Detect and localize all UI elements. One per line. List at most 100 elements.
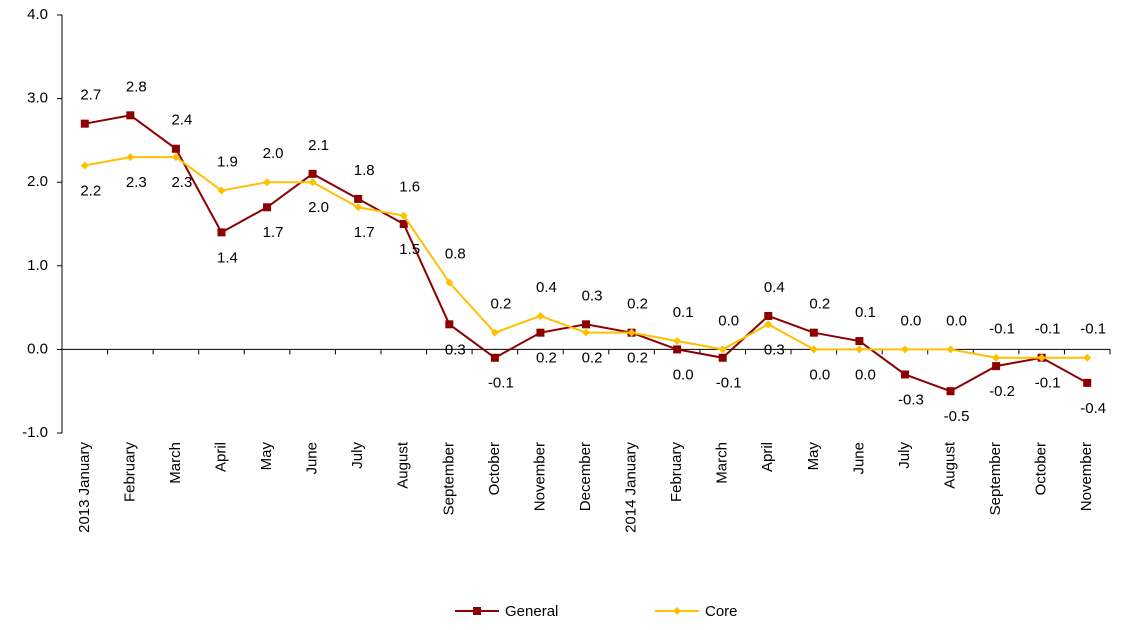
marker: [673, 337, 682, 346]
x-tick-label: May: [258, 442, 275, 471]
marker: [992, 353, 1001, 362]
data-label: 2.7: [80, 87, 101, 104]
legend-marker: [673, 607, 681, 615]
marker: [718, 353, 727, 362]
data-label: 0.3: [445, 341, 466, 358]
x-tick-label: February: [668, 442, 685, 503]
x-tick-label: March: [167, 442, 184, 484]
legend-label: General: [505, 603, 558, 620]
marker: [946, 345, 955, 354]
marker: [490, 328, 499, 337]
data-label: 1.4: [217, 249, 238, 266]
data-label: 0.0: [718, 312, 739, 329]
x-tick-label: July: [896, 442, 913, 469]
data-label: 2.1: [308, 137, 329, 154]
data-label: 0.2: [809, 296, 830, 313]
x-tick-label: March: [714, 442, 731, 484]
data-label: 0.3: [582, 287, 603, 304]
marker: [217, 186, 226, 195]
marker: [263, 203, 272, 212]
marker: [354, 203, 363, 212]
data-label: 0.0: [901, 312, 922, 329]
x-tick-label: August: [395, 441, 412, 489]
marker: [308, 169, 317, 178]
data-label: 0.2: [582, 350, 603, 367]
data-label: 2.3: [126, 174, 147, 191]
marker: [627, 328, 636, 337]
x-tick-label: August: [941, 441, 958, 489]
marker: [946, 387, 955, 396]
y-tick-label: -1.0: [22, 424, 48, 441]
data-label: 0.0: [855, 366, 876, 383]
marker: [536, 328, 545, 337]
data-label: -0.1: [1035, 321, 1061, 338]
marker: [1083, 378, 1092, 387]
data-label: -0.1: [989, 321, 1015, 338]
data-label: 0.4: [536, 279, 557, 296]
data-label: 1.9: [217, 154, 238, 171]
x-tick-label: April: [759, 442, 776, 472]
data-label: 2.4: [171, 112, 192, 129]
marker: [536, 311, 545, 320]
y-tick-label: 2.0: [27, 173, 48, 190]
x-tick-label: 2014 January: [623, 442, 640, 533]
data-label: 0.2: [490, 296, 511, 313]
x-tick-label: May: [805, 442, 822, 471]
data-label: 2.2: [80, 182, 101, 199]
x-tick-label: April: [212, 442, 229, 472]
data-label: 0.2: [536, 350, 557, 367]
x-tick-label: September: [440, 442, 457, 515]
marker: [354, 194, 363, 203]
data-label: 0.1: [855, 304, 876, 321]
marker: [992, 362, 1001, 371]
data-label: -0.3: [898, 391, 924, 408]
data-label: -0.1: [1035, 375, 1061, 392]
data-label: -0.1: [488, 375, 514, 392]
marker: [673, 345, 682, 354]
x-tick-label: July: [349, 442, 366, 469]
marker: [399, 211, 408, 220]
data-label: 2.8: [126, 78, 147, 95]
data-label: 0.0: [673, 366, 694, 383]
y-tick-label: 4.0: [27, 6, 48, 23]
data-label: 1.5: [399, 241, 420, 258]
y-tick-label: 0.0: [27, 340, 48, 357]
data-label: 0.8: [445, 245, 466, 262]
x-tick-label: October: [486, 442, 503, 495]
marker: [80, 119, 89, 128]
x-tick-label: December: [577, 442, 594, 511]
data-label: -0.1: [716, 375, 742, 392]
data-label: -0.2: [989, 383, 1015, 400]
y-tick-label: 3.0: [27, 90, 48, 107]
x-tick-label: June: [850, 442, 867, 475]
marker: [217, 228, 226, 237]
legend-label: Core: [705, 603, 738, 620]
y-tick-label: 1.0: [27, 257, 48, 274]
marker: [764, 320, 773, 329]
data-label: 2.0: [263, 145, 284, 162]
marker: [582, 320, 590, 329]
marker: [718, 345, 727, 354]
x-tick-label: November: [1078, 442, 1095, 511]
marker: [764, 311, 773, 320]
marker: [809, 345, 818, 354]
data-label: 1.7: [263, 224, 284, 241]
data-label: -0.1: [1080, 321, 1106, 338]
data-label: -0.4: [1080, 400, 1106, 417]
marker: [126, 111, 135, 120]
marker: [399, 220, 408, 228]
data-label: 0.4: [764, 279, 785, 296]
marker: [900, 345, 909, 354]
marker: [855, 345, 864, 354]
data-label: 0.2: [627, 350, 648, 367]
data-label: 2.3: [171, 174, 192, 191]
data-label: 0.3: [764, 341, 785, 358]
data-label: 1.6: [399, 179, 420, 196]
data-label: 1.8: [354, 162, 375, 179]
marker: [171, 153, 180, 162]
marker: [855, 337, 864, 346]
x-tick-label: September: [987, 442, 1004, 515]
data-label: 2.0: [308, 199, 329, 216]
marker: [263, 178, 272, 187]
